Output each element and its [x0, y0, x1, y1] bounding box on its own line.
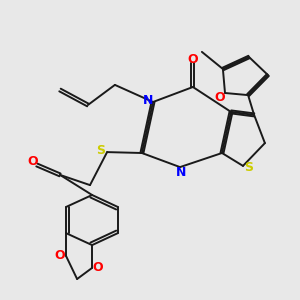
Text: O: O — [28, 155, 38, 168]
Text: O: O — [188, 52, 198, 66]
Text: O: O — [214, 91, 225, 104]
Text: N: N — [142, 94, 153, 107]
Text: O: O — [93, 261, 104, 274]
Text: S: S — [244, 161, 253, 174]
Text: O: O — [54, 249, 65, 262]
Text: N: N — [176, 166, 187, 179]
Text: S: S — [96, 144, 105, 157]
